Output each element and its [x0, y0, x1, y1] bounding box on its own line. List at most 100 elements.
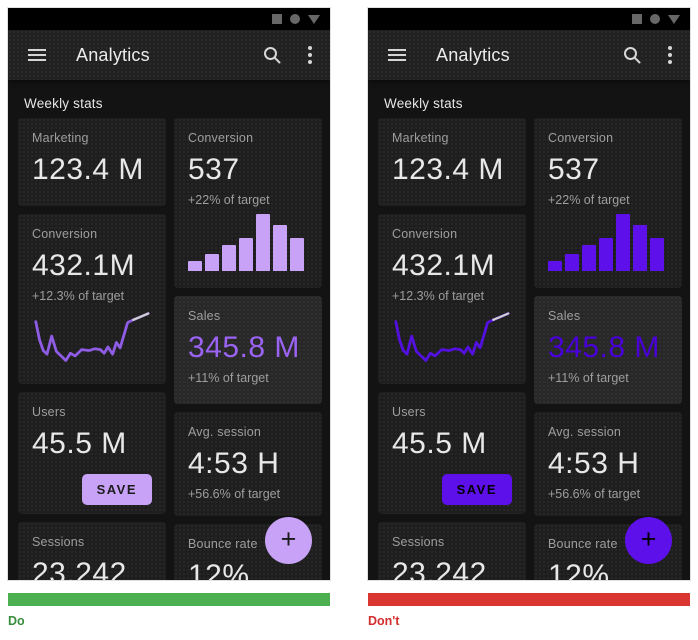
card-conversion-count: Conversion 537 +22% of target — [534, 118, 682, 288]
card-label: Conversion — [32, 227, 98, 241]
hamburger-menu-icon[interactable] — [28, 49, 46, 61]
card-label: Marketing — [392, 131, 449, 145]
card-label: Users — [392, 405, 426, 419]
conversion-line-chart — [394, 312, 510, 362]
dont-bar — [368, 593, 690, 606]
card-value: 345.8 M — [188, 331, 300, 364]
card-target: +22% of target — [548, 193, 630, 207]
card-sessions: Sessions 23,242 — [18, 522, 166, 580]
bar — [633, 225, 647, 271]
card-bounce-rate: Bounce rate 12% — [174, 524, 322, 580]
line-chart-tip — [492, 312, 510, 321]
card-value: 4:53 H — [188, 447, 280, 480]
bar — [290, 238, 304, 271]
stats-grid: Marketing 123.4 M Conversion 432.1M +12.… — [368, 118, 690, 580]
bar — [239, 238, 253, 271]
card-label: Sessions — [392, 535, 445, 549]
section-title: Weekly stats — [384, 96, 463, 111]
card-label: Sessions — [32, 535, 85, 549]
save-button[interactable]: SAVE — [81, 474, 152, 505]
hamburger-menu-icon[interactable] — [388, 49, 406, 61]
card-label: Sales — [548, 309, 581, 323]
card-target: +56.6% of target — [188, 487, 281, 501]
dont-example: Analytics Weekly stats Marketing 123.4 M — [367, 7, 691, 628]
save-button-row: SAVE — [32, 474, 152, 505]
card-value: 432.1M — [392, 249, 496, 282]
card-users: Users 45.5 M SAVE — [378, 392, 526, 514]
card-value: 4:53 H — [548, 447, 640, 480]
card-marketing: Marketing 123.4 M — [18, 118, 166, 206]
plus-icon: + — [280, 524, 297, 554]
card-avg-session: Avg. session 4:53 H +56.6% of target — [534, 412, 682, 516]
stats-column-left: Marketing 123.4 M Conversion 432.1M +12.… — [18, 118, 166, 580]
card-value: 12% — [548, 559, 610, 580]
card-value: 45.5 M — [392, 427, 487, 460]
add-fab[interactable]: + — [625, 517, 672, 564]
status-triangle-icon — [668, 14, 680, 24]
overflow-menu-icon[interactable] — [666, 44, 674, 66]
card-label: Bounce rate — [548, 537, 618, 551]
save-button-row: SAVE — [392, 474, 512, 505]
add-fab[interactable]: + — [265, 517, 312, 564]
card-value: 123.4 M — [32, 153, 144, 186]
line-chart-path — [394, 312, 510, 362]
status-bar — [368, 8, 690, 30]
card-conversion-volume: Conversion 432.1M +12.3% of target — [378, 214, 526, 384]
card-sales: Sales 345.8 M +11% of target — [174, 296, 322, 404]
bar — [256, 214, 270, 271]
phone-mockup-do: Analytics Weekly stats Marketing 123.4 M — [7, 7, 331, 581]
bar — [599, 238, 613, 271]
card-marketing: Marketing 123.4 M — [378, 118, 526, 206]
stats-column-right: Conversion 537 +22% of target Sales 345.… — [534, 118, 682, 580]
conversion-line-chart — [34, 312, 150, 362]
app-bar-actions — [622, 44, 674, 66]
search-icon[interactable] — [262, 45, 282, 65]
card-label: Users — [32, 405, 66, 419]
status-triangle-icon — [308, 14, 320, 24]
save-button[interactable]: SAVE — [441, 474, 512, 505]
card-value: 23,242 — [392, 557, 487, 580]
card-conversion-volume: Conversion 432.1M +12.3% of target — [18, 214, 166, 384]
stats-column-right: Conversion 537 +22% of target Sales 345.… — [174, 118, 322, 580]
app-title: Analytics — [76, 44, 150, 65]
phone-mockup-dont: Analytics Weekly stats Marketing 123.4 M — [367, 7, 691, 581]
stats-grid: Marketing 123.4 M Conversion 432.1M +12.… — [8, 118, 330, 580]
card-label: Bounce rate — [188, 537, 258, 551]
card-target: +12.3% of target — [32, 289, 125, 303]
card-value: 432.1M — [32, 249, 136, 282]
card-target: +12.3% of target — [392, 289, 485, 303]
bar — [205, 254, 219, 271]
card-value: 537 — [548, 153, 600, 186]
bar — [565, 254, 579, 271]
card-label: Conversion — [392, 227, 458, 241]
app-title: Analytics — [436, 44, 510, 65]
status-square-icon — [272, 14, 282, 24]
search-icon[interactable] — [622, 45, 642, 65]
card-value: 345.8 M — [548, 331, 660, 364]
bar — [582, 245, 596, 271]
card-users: Users 45.5 M SAVE — [18, 392, 166, 514]
dont-label: Don't — [368, 614, 400, 628]
card-sessions: Sessions 23,242 — [378, 522, 526, 580]
do-bar — [8, 593, 330, 606]
bar — [650, 238, 664, 271]
status-bar — [8, 8, 330, 30]
card-label: Conversion — [548, 131, 614, 145]
app-bar: Analytics — [368, 30, 690, 80]
bar — [548, 261, 562, 271]
card-target: +22% of target — [188, 193, 270, 207]
card-avg-session: Avg. session 4:53 H +56.6% of target — [174, 412, 322, 516]
overflow-menu-icon[interactable] — [306, 44, 314, 66]
card-value: 45.5 M — [32, 427, 127, 460]
card-label: Marketing — [32, 131, 89, 145]
card-label: Sales — [188, 309, 221, 323]
card-value: 12% — [188, 559, 250, 580]
conversion-bar-chart — [548, 211, 668, 271]
plus-icon: + — [640, 524, 657, 554]
status-circle-icon — [650, 14, 660, 24]
conversion-bar-chart — [188, 211, 308, 271]
line-chart-tip — [132, 312, 150, 321]
bar — [222, 245, 236, 271]
card-value: 23,242 — [32, 557, 127, 580]
card-label: Conversion — [188, 131, 254, 145]
